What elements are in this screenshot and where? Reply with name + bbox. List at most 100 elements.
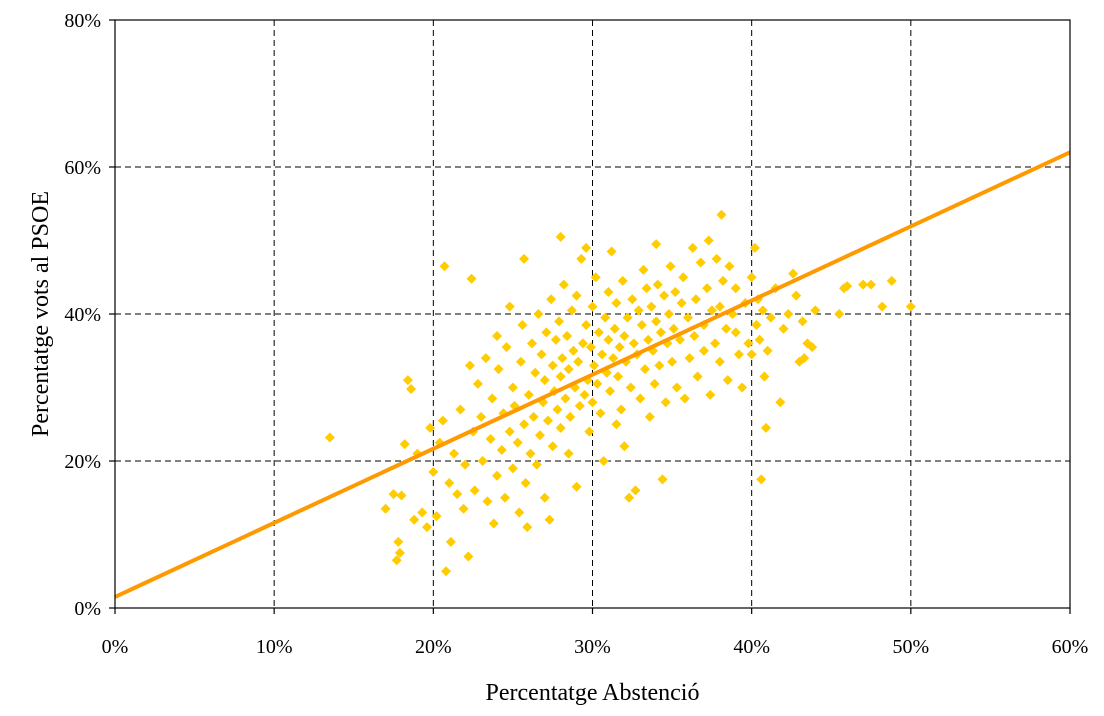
data-point <box>687 242 698 253</box>
data-point <box>501 342 512 353</box>
data-point <box>507 382 518 393</box>
data-point <box>858 279 869 290</box>
data-point <box>762 345 773 356</box>
data-point <box>730 327 741 338</box>
data-point <box>616 404 627 415</box>
data-point <box>746 272 757 283</box>
data-point <box>751 320 762 331</box>
data-point <box>399 439 410 450</box>
x-tick-label: 50% <box>892 636 929 658</box>
data-point <box>636 320 647 331</box>
data-point <box>671 382 682 393</box>
data-point <box>619 441 630 452</box>
data-point <box>530 367 541 378</box>
data-point <box>706 305 717 316</box>
data-point <box>496 444 507 455</box>
data-point <box>598 456 609 466</box>
y-tick-label: 60% <box>64 157 101 179</box>
data-point <box>746 349 757 360</box>
data-point <box>550 334 561 345</box>
data-point <box>555 422 566 433</box>
data-point <box>409 514 420 525</box>
data-point <box>531 459 542 470</box>
data-point <box>721 323 732 334</box>
data-point <box>622 312 633 323</box>
x-tick-label: 20% <box>415 636 452 658</box>
data-point <box>585 342 596 353</box>
data-point <box>546 294 557 305</box>
data-point <box>557 353 568 364</box>
data-point <box>577 338 588 349</box>
data-point <box>552 404 563 415</box>
data-point <box>493 364 504 375</box>
data-point <box>678 272 689 283</box>
data-point <box>689 331 700 342</box>
y-tick-label: 40% <box>64 304 101 326</box>
y-tick-label: 0% <box>74 598 101 620</box>
data-point <box>574 400 585 411</box>
data-point <box>718 275 729 286</box>
data-point <box>609 323 620 334</box>
x-axis-title: Percentatge Abstenció <box>486 680 700 706</box>
data-point <box>749 242 760 253</box>
data-point <box>590 272 601 283</box>
data-point <box>659 290 670 301</box>
data-point <box>702 283 713 294</box>
data-point <box>563 364 574 375</box>
data-point <box>563 448 574 459</box>
data-point <box>458 503 469 514</box>
data-point <box>544 514 555 525</box>
data-point <box>654 360 665 371</box>
data-point <box>380 503 391 514</box>
data-point <box>587 397 598 408</box>
data-point <box>492 331 502 342</box>
data-point <box>597 349 608 360</box>
data-point <box>625 382 636 393</box>
data-point <box>614 342 625 353</box>
data-point <box>504 301 515 312</box>
data-point <box>417 507 428 518</box>
data-point <box>651 316 662 327</box>
data-point <box>842 281 853 292</box>
data-point <box>714 301 725 312</box>
x-tick-label: 40% <box>733 636 770 658</box>
data-point <box>421 522 432 533</box>
data-point <box>507 463 518 474</box>
data-point <box>576 253 587 264</box>
data-point <box>499 492 510 503</box>
data-point <box>668 323 679 334</box>
data-point <box>554 316 565 327</box>
data-point <box>743 338 754 349</box>
data-point <box>428 467 439 478</box>
data-point <box>444 478 455 489</box>
data-point <box>791 290 802 301</box>
data-point <box>514 507 525 518</box>
data-point <box>724 261 735 272</box>
data-point <box>834 309 845 319</box>
data-point <box>542 415 553 426</box>
data-point <box>566 305 577 316</box>
data-point <box>730 283 741 294</box>
data-point <box>714 356 725 367</box>
data-point <box>657 474 668 485</box>
data-point <box>765 312 776 323</box>
data-point <box>641 283 652 294</box>
data-point <box>600 312 611 323</box>
y-axis-ticks: 0% 20% 40% 60% 80% <box>64 10 115 620</box>
x-tick-label: 0% <box>102 636 129 658</box>
data-point <box>519 253 530 264</box>
x-axis-ticks: 0% 10% 20% 30% 40% 50% 60% <box>102 608 1088 658</box>
data-point <box>877 301 888 312</box>
data-point <box>492 470 502 481</box>
data-point <box>644 411 655 422</box>
data-point <box>533 309 544 319</box>
trendline <box>114 150 1071 599</box>
data-point <box>592 378 603 389</box>
data-point <box>698 345 709 356</box>
data-point <box>402 375 413 386</box>
data-point <box>485 433 496 444</box>
data-point <box>439 261 450 272</box>
data-point <box>651 239 662 250</box>
data-point <box>605 386 616 397</box>
